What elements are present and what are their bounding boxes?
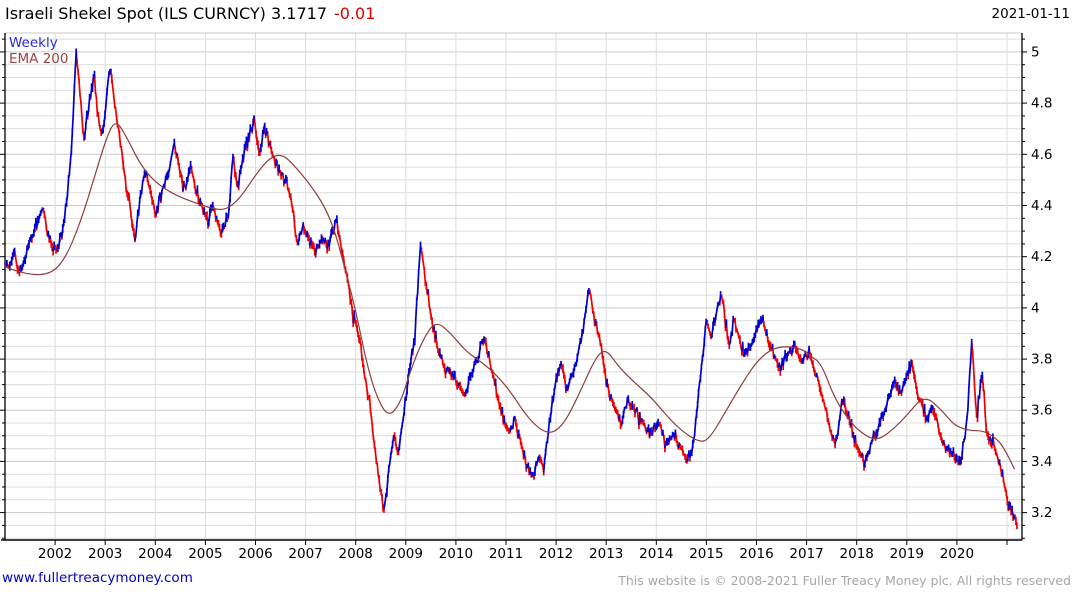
x-axis-label: 2007 [288,546,322,562]
title-text: Israeli Shekel Spot (ILS CURNCY) 3.1717 [5,4,327,23]
y-axis-label: 3.6 [1031,403,1052,419]
series-layer [5,48,1018,530]
x-axis-label: 2003 [88,546,122,562]
y-axis-label: 4.2 [1031,249,1052,265]
x-axis-label: 2006 [238,546,272,562]
y-axis-label: 3.8 [1031,352,1052,368]
y-axis-label: 5 [1031,44,1040,60]
x-axis-label: 2005 [188,546,222,562]
x-axis-label: 2015 [689,546,723,562]
ema-line [5,123,1016,470]
title-change: -0.01 [334,4,376,23]
chart-date: 2021-01-11 [991,6,1070,22]
x-axis-label: 2013 [589,546,623,562]
x-axis-label: 2014 [639,546,673,562]
x-axis-label: 2016 [739,546,773,562]
footer-copyright: This website is © 2008-2021 Fuller Treac… [618,573,1071,588]
x-axis-label: 2017 [789,546,823,562]
x-axis-label: 2004 [138,546,172,562]
x-axis-label: 2011 [489,546,523,562]
x-axis-label: 2012 [539,546,573,562]
page-title: Israeli Shekel Spot (ILS CURNCY) 3.1717-… [5,4,375,23]
footer-site-link[interactable]: www.fullertreacymoney.com [2,570,193,586]
y-axis-label: 4.6 [1031,147,1052,163]
x-axis-label: 2009 [389,546,423,562]
legend-ema-200: EMA 200 [9,51,69,67]
x-axis-label: 2019 [890,546,924,562]
y-axis-label: 4.8 [1031,96,1052,112]
legend-weekly: Weekly [9,35,58,51]
x-axis-label: 2008 [339,546,373,562]
y-axis-label: 4.4 [1031,198,1052,214]
x-axis-label: 2002 [38,546,72,562]
x-axis-label: 2018 [840,546,874,562]
weekly-up-bars [5,48,1015,520]
x-axis-label: 2020 [940,546,974,562]
y-axis-label: 3.2 [1031,505,1052,521]
y-axis-label: 4 [1031,300,1040,316]
x-axis-label: 2010 [439,546,473,562]
y-axis-label: 3.4 [1031,454,1052,470]
